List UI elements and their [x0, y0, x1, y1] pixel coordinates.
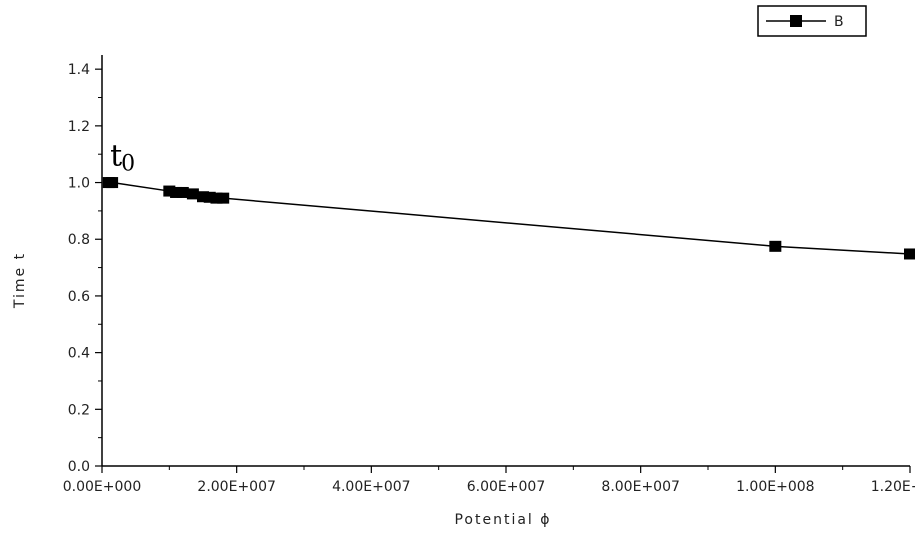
data-point	[210, 192, 223, 204]
legend-entry-label: B	[834, 14, 844, 30]
data-point	[163, 185, 176, 197]
y-tick-label: 0.8	[68, 232, 90, 248]
annotation-label: t	[110, 139, 122, 174]
y-tick-label: 0.6	[68, 289, 90, 305]
x-tick-label: 2.00E+007	[197, 479, 275, 495]
data-point	[203, 191, 216, 203]
legend-marker	[790, 15, 802, 27]
data-point	[106, 177, 119, 189]
data-point	[904, 248, 915, 260]
x-tick-label: 8.00E+007	[601, 479, 679, 495]
y-tick-label: 0.0	[68, 459, 90, 475]
y-tick-label: 1.4	[68, 62, 90, 78]
x-tick-label: 6.00E+007	[467, 479, 545, 495]
x-tick-label: 1.20E+008	[871, 479, 915, 495]
x-tick-label: 1.00E+008	[736, 479, 814, 495]
data-point	[170, 186, 183, 198]
data-point	[769, 240, 782, 252]
annotation-layer: t0	[110, 139, 135, 177]
y-axis-title: Time t	[12, 252, 28, 309]
series-layer	[102, 177, 915, 260]
y-tick-label: 0.2	[68, 402, 90, 418]
data-point	[186, 188, 199, 200]
x-axis-ticks: 0.00E+000 2.00E+007 4.00E+007 6.00E+007 8.00…	[63, 466, 915, 495]
data-point	[217, 192, 230, 204]
y-tick-label: 1.2	[68, 119, 90, 135]
y-tick-label: 1.0	[68, 176, 90, 192]
legend: B	[757, 5, 867, 37]
axes	[101, 55, 910, 467]
y-tick-label: 0.4	[68, 346, 90, 362]
annotation-subscript: 0	[121, 152, 135, 177]
x-axis-title: Potential ϕ	[454, 512, 551, 528]
y-axis-ticks: 0.0 0.2 0.4 0.6 0.8 1.0 1.2 1.4	[68, 62, 102, 475]
x-tick-label: 0.00E+000	[63, 479, 141, 495]
data-point	[197, 191, 209, 203]
x-tick-label: 4.00E+007	[332, 479, 410, 495]
data-point	[176, 186, 189, 198]
